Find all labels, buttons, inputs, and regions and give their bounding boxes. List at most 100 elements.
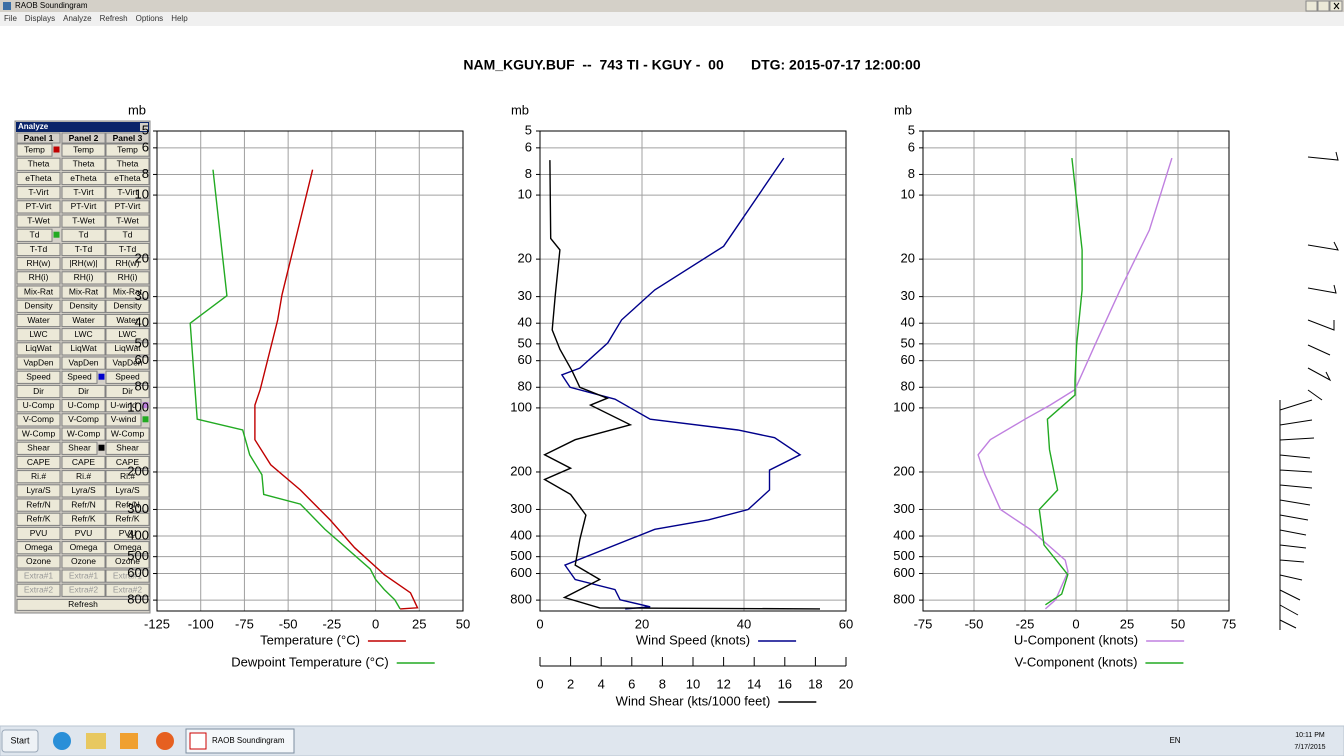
analyze-button[interactable]: Lyra/S	[105, 484, 150, 498]
analyze-button[interactable]: LiqWat	[16, 342, 61, 356]
analyze-button[interactable]: RH(i)	[105, 271, 150, 285]
analyze-button[interactable]: Density	[105, 299, 150, 313]
analyze-button[interactable]: V-Comp	[16, 413, 61, 427]
analyze-button[interactable]: Mix-Rat	[105, 285, 150, 299]
analyze-button[interactable]: Omega	[16, 541, 61, 555]
analyze-button[interactable]: W-Comp	[105, 427, 150, 441]
analyze-button[interactable]: VapDen	[16, 356, 61, 370]
firefox-icon[interactable]	[156, 732, 174, 750]
analyze-button[interactable]: T-Virt	[16, 186, 61, 200]
analyze-button[interactable]: T-Td	[16, 242, 61, 257]
analyze-button[interactable]: Speed	[105, 370, 150, 384]
minimize-button[interactable]	[1305, 0, 1318, 12]
menu-item[interactable]: Analyze	[63, 14, 92, 23]
analyze-button[interactable]: Td	[61, 228, 106, 242]
analyze-button[interactable]: Water	[16, 313, 61, 328]
menu-item[interactable]: Options	[136, 14, 164, 23]
analyze-button[interactable]: V-Comp	[61, 413, 106, 427]
analyze-button[interactable]: W-Comp	[16, 427, 61, 441]
analyze-button[interactable]: Speed	[16, 370, 61, 384]
analyze-button[interactable]: T-Wet	[16, 214, 61, 228]
analyze-button[interactable]: T-Td	[105, 242, 150, 257]
analyze-button[interactable]: Mix-Rat	[16, 285, 61, 299]
analyze-button[interactable]: Td	[16, 228, 53, 242]
analyze-button[interactable]: RH(i)	[61, 271, 106, 285]
analyze-button[interactable]: Water	[105, 313, 150, 328]
analyze-button[interactable]: PVU	[61, 526, 106, 541]
analyze-button[interactable]: CAPE	[16, 455, 61, 470]
analyze-button[interactable]: T-Td	[61, 242, 106, 257]
analyze-button[interactable]: LWC	[61, 328, 106, 342]
analyze-button[interactable]: Water	[61, 313, 106, 328]
analyze-button[interactable]: Ri.#	[61, 470, 106, 484]
analyze-button[interactable]: CAPE	[105, 455, 150, 470]
analyze-button[interactable]: Refr/K	[105, 512, 150, 526]
analyze-button[interactable]: Omega	[105, 541, 150, 555]
analyze-button[interactable]: Refr/K	[16, 512, 61, 526]
analyze-button[interactable]: Density	[61, 299, 106, 313]
analyze-button[interactable]: PVU	[105, 526, 150, 541]
analyze-button[interactable]: Theta	[61, 157, 106, 171]
analyze-button[interactable]: T-Virt	[61, 186, 106, 200]
analyze-button[interactable]: LWC	[16, 328, 61, 342]
analyze-button[interactable]: Refr/K	[61, 512, 106, 526]
analyze-button[interactable]: Dir	[16, 384, 61, 399]
analyze-button[interactable]: CAPE	[61, 455, 106, 470]
analyze-button[interactable]: Ri.#	[16, 470, 61, 484]
analyze-button[interactable]: V-wind	[105, 413, 142, 427]
analyze-button[interactable]: |RH(w)|	[61, 257, 106, 271]
analyze-button[interactable]: Ozone	[61, 555, 106, 569]
media-icon[interactable]	[120, 733, 138, 749]
analyze-button[interactable]: Ozone	[16, 555, 61, 569]
analyze-button[interactable]: LiqWat	[105, 342, 150, 356]
analyze-button[interactable]: Lyra/S	[16, 484, 61, 498]
analyze-button[interactable]: LWC	[105, 328, 150, 342]
analyze-button[interactable]: U-Comp	[16, 399, 61, 413]
restore-button[interactable]	[1317, 0, 1330, 12]
analyze-button[interactable]: U-Comp	[61, 399, 106, 413]
analyze-button[interactable]: Dir	[61, 384, 106, 399]
analyze-button[interactable]: T-Wet	[61, 214, 106, 228]
analyze-button[interactable]: RH(w)	[105, 257, 150, 271]
analyze-button[interactable]: Shear	[105, 441, 150, 455]
analyze-button[interactable]: T-Virt	[105, 186, 150, 200]
analyze-button[interactable]: eTheta	[16, 171, 61, 186]
analyze-button[interactable]: Density	[16, 299, 61, 313]
ie-icon[interactable]	[53, 732, 71, 750]
analyze-button[interactable]: Td	[105, 228, 150, 242]
menu-item[interactable]: Displays	[25, 14, 55, 23]
analyze-button[interactable]: Mix-Rat	[61, 285, 106, 299]
analyze-button[interactable]: Theta	[16, 157, 61, 171]
analyze-button[interactable]: PT-Virt	[61, 200, 106, 214]
analyze-button[interactable]: Refr/N	[61, 498, 106, 512]
analyze-button[interactable]: Theta	[105, 157, 150, 171]
start-button[interactable]	[1, 729, 39, 753]
analyze-button[interactable]: U-wind	[105, 399, 142, 413]
analyze-button[interactable]: Temp	[105, 143, 150, 157]
analyze-button[interactable]: Shear	[16, 441, 61, 455]
explorer-icon[interactable]	[86, 733, 106, 749]
refresh-button[interactable]	[16, 598, 150, 611]
analyze-button[interactable]: Ozone	[105, 555, 150, 569]
analyze-button[interactable]: Speed	[61, 370, 98, 384]
analyze-button[interactable]: Ri.#	[105, 470, 150, 484]
analyze-button[interactable]: T-Wet	[105, 214, 150, 228]
analyze-button[interactable]: VapDen	[61, 356, 106, 370]
analyze-button[interactable]: W-Comp	[61, 427, 106, 441]
analyze-button[interactable]: Shear	[61, 441, 98, 455]
analyze-button[interactable]: PVU	[16, 526, 61, 541]
analyze-button[interactable]: eTheta	[61, 171, 106, 186]
menu-item[interactable]: Help	[171, 14, 188, 23]
menu-item[interactable]: File	[4, 14, 17, 23]
panel-close[interactable]	[140, 123, 148, 131]
analyze-button[interactable]: RH(w)	[16, 257, 61, 271]
analyze-button[interactable]: Refr/N	[105, 498, 150, 512]
analyze-button[interactable]: PT-Virt	[16, 200, 61, 214]
analyze-button[interactable]: Omega	[61, 541, 106, 555]
analyze-button[interactable]: Temp	[61, 143, 106, 157]
analyze-button[interactable]: Dir	[105, 384, 150, 399]
analyze-button[interactable]: RH(i)	[16, 271, 61, 285]
analyze-button[interactable]: Temp	[16, 143, 53, 157]
analyze-button[interactable]: VapDen	[105, 356, 150, 370]
analyze-button[interactable]: Refr/N	[16, 498, 61, 512]
